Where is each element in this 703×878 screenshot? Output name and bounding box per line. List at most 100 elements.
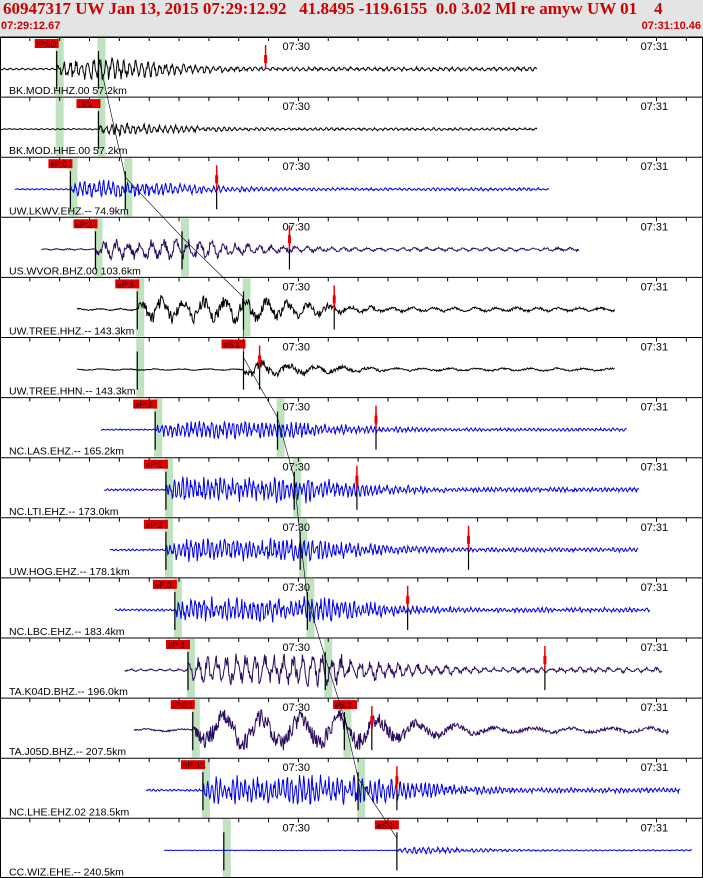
minute-label: 07:31 [641, 221, 669, 233]
minute-label: 07:31 [641, 281, 669, 293]
start-time-label: 07:29:12.67 [1, 20, 61, 32]
header-bar: 60947317 UW Jan 13, 2015 07:29:12.92 41.… [0, 0, 703, 37]
station-label: TA.J05D.BHZ.-- 207.5km [9, 746, 126, 758]
station-label: UW.LKWV.EHZ.-- 74.9km [9, 205, 129, 217]
waveform-trace [114, 596, 651, 623]
pick-label: eP:0 [155, 581, 172, 590]
pick-window [201, 759, 210, 818]
pick-label: eP:0 [50, 160, 67, 169]
pick-window [69, 158, 78, 217]
station-label: US.WVOR.BHZ.00 103.6km [9, 265, 141, 277]
minute-label: 07:31 [641, 161, 669, 173]
waveform-trace [164, 845, 693, 855]
pick-label-box [76, 99, 101, 109]
pick-label-box [143, 519, 168, 529]
pick-window [186, 639, 195, 698]
waveform-trace [0, 121, 538, 138]
minute-label: 07:30 [282, 342, 310, 354]
pick-label: eP:2 [146, 461, 163, 470]
pick-window [242, 278, 251, 337]
station-label: NC.LHE.EHZ.02 218.5km [9, 806, 129, 818]
station-label: UW.HOG.EHZ.-- 178.1km [9, 566, 130, 578]
station-label: TA.K04D.BHZ.-- 196.0km [9, 686, 128, 698]
minute-label: 07:30 [282, 582, 310, 594]
amplitude-marker-box [395, 776, 399, 785]
amplitude-marker-box [332, 295, 336, 304]
trace-panel: 07:30 07:31 eP:0:1 NC.LHE.EHZ.02 218.5km [0, 757, 703, 818]
pick-label: eP:3 [135, 401, 152, 410]
pick-label: iP:0:1 [173, 701, 194, 710]
waveform-trace [101, 420, 627, 441]
pick-label-box [165, 640, 190, 649]
station-label: CC.WIZ.EHE.-- 240.5km [9, 866, 124, 878]
pick-label-box [73, 219, 98, 229]
pick-label-box [34, 39, 59, 48]
event-title: 60947317 UW Jan 13, 2015 07:29:12.92 41.… [3, 0, 663, 18]
pick-label-box [333, 700, 358, 710]
pick-label: iP:0D [37, 40, 57, 49]
pick-window [94, 218, 103, 277]
minute-label: 07:30 [282, 41, 310, 53]
station-label: NC.LBC.EHZ.-- 183.4km [9, 626, 125, 638]
trace-panel: 07:30 07:31 eS:1 UW.TREE.HHN.-- 143.3km [0, 337, 703, 398]
trace-panel: 07:30 07:31 eP:3 NC.LAS.EHZ.-- 165.2km [0, 397, 703, 458]
minute-label: 07:30 [282, 702, 310, 714]
waveform-trace [77, 359, 615, 378]
pick-label-box [170, 700, 195, 710]
waveform-trace [0, 57, 538, 81]
pick-label: eP:2 [146, 521, 163, 530]
minute-label: 07:31 [641, 522, 669, 534]
pick-label: eP:0:1 [183, 761, 207, 770]
pick-label: eS:1 [377, 821, 394, 830]
minute-label: 07:31 [641, 462, 669, 474]
waveform-trace [103, 476, 639, 504]
minute-label: 07:30 [282, 101, 310, 113]
pick-window [55, 98, 64, 157]
minute-label: 07:31 [641, 402, 669, 414]
pick-label-box [152, 579, 177, 589]
minute-label: 07:31 [641, 762, 669, 774]
pick-label-box [48, 159, 73, 169]
amplitude-marker-box [215, 175, 219, 184]
waveform-trace [109, 537, 639, 563]
station-label: NC.LTI.EHZ.-- 173.0km [9, 506, 119, 518]
waveform-trace [145, 774, 681, 806]
station-label: BK.MOD.HHZ.00 57.2km [9, 85, 127, 97]
minute-label: 07:30 [282, 221, 310, 233]
station-label: NC.LAS.EHZ.-- 165.2km [9, 446, 124, 458]
pick-label: iS:1 [78, 100, 92, 109]
station-label: BK.MOD.HHE.00 57.2km [9, 145, 128, 157]
waveform-trace [41, 238, 580, 262]
trace-panel: 07:30 07:31 eP:3 TA.K04D.BHZ.-- 196.0km [0, 637, 703, 698]
amplitude-marker-box [374, 415, 378, 424]
amplitude-marker-box [406, 595, 410, 604]
pick-label-box [115, 279, 140, 289]
amplitude-marker-box [467, 535, 471, 544]
amplitude-marker-box [370, 716, 374, 725]
pick-label: eS:2 [335, 701, 352, 710]
amplitude-marker-box [287, 235, 291, 244]
minute-label: 07:31 [641, 582, 669, 594]
trace-panel: 07:30 07:31 eP:2 US.WVOR.BHZ.00 103.6km [0, 216, 703, 277]
amplitude-marker-box [264, 55, 268, 63]
amplitude-marker-box [543, 656, 547, 664]
pick-window [136, 278, 145, 337]
station-label: UW.TREE.HHZ.-- 143.3km [9, 326, 135, 338]
pick-label-box [180, 760, 205, 770]
end-time-label: 07:31:10.46 [641, 20, 701, 32]
travel-time-curve [98, 56, 398, 839]
minute-label: 07:30 [282, 402, 310, 414]
pick-label: eP:3 [117, 280, 134, 289]
station-label: UW.TREE.HHN.-- 143.3km [9, 386, 136, 398]
pick-label: eP:3 [168, 641, 185, 650]
minute-label: 07:30 [282, 762, 310, 774]
pick-label-box [221, 339, 246, 349]
amplitude-marker-box [258, 355, 262, 364]
pick-label-box [143, 459, 168, 469]
minute-label: 07:31 [641, 41, 669, 53]
pick-label: eP:2 [75, 220, 92, 229]
minute-label: 07:31 [641, 342, 669, 354]
minute-label: 07:30 [282, 522, 310, 534]
minute-label: 07:30 [282, 281, 310, 293]
pick-window [55, 38, 64, 97]
